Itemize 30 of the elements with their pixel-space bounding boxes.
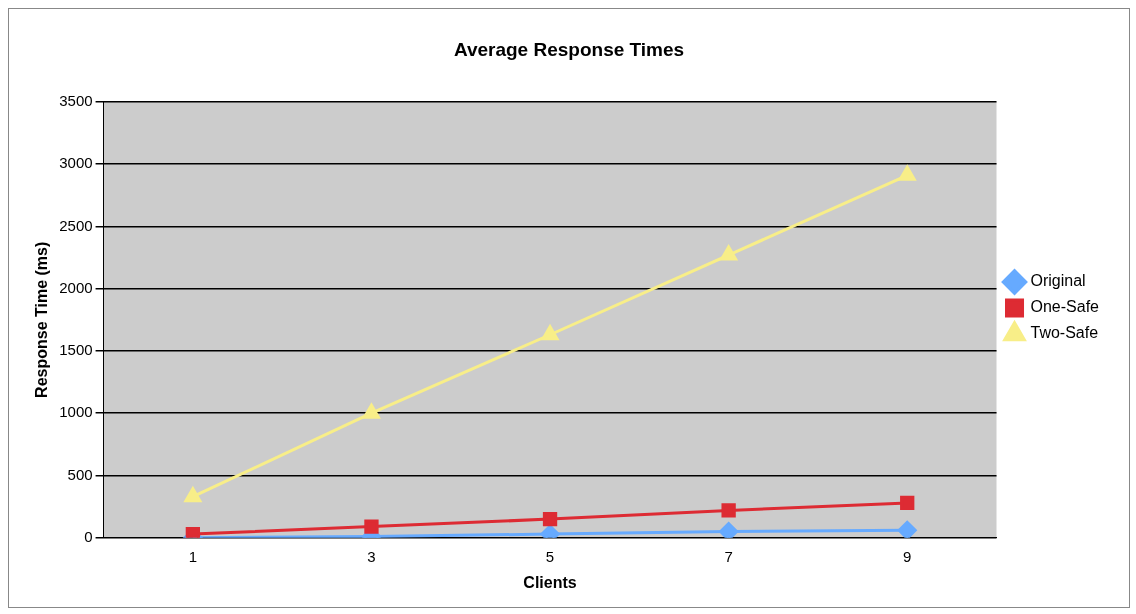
legend-label: Original	[1030, 272, 1086, 290]
legend-label: One-Safe	[1030, 298, 1100, 316]
legend-label: Two-Safe	[1030, 324, 1099, 342]
x-tick-label: 9	[903, 547, 912, 565]
x-tick-label: 1	[188, 547, 198, 565]
y-tick-label: 2000	[59, 278, 93, 296]
y-tick-label: 3500	[59, 91, 93, 109]
x-tick-label: 5	[545, 547, 555, 565]
y-tick-label: 2500	[59, 216, 93, 234]
x-tick-label: 3	[367, 547, 376, 565]
y-tick-label: 0	[84, 527, 93, 545]
point	[900, 495, 915, 511]
x-axis-title: Clients	[523, 573, 577, 591]
x-tick-label: 7	[724, 547, 733, 565]
point	[720, 245, 738, 261]
point	[719, 522, 739, 538]
y-axis-title: Response Time (ms)	[33, 241, 51, 398]
chart-title: Average Response Times	[453, 38, 685, 60]
point	[542, 511, 558, 527]
point	[541, 325, 559, 341]
point	[898, 165, 916, 181]
point	[364, 519, 379, 534]
point	[363, 403, 380, 419]
y-tick-label: 3000	[59, 154, 93, 172]
point	[184, 487, 202, 503]
y-tick-label: 500	[67, 465, 93, 483]
point	[721, 503, 736, 518]
y-tick-label: 1000	[59, 403, 93, 421]
y-tick-label: 1500	[59, 341, 93, 359]
point	[897, 520, 917, 538]
